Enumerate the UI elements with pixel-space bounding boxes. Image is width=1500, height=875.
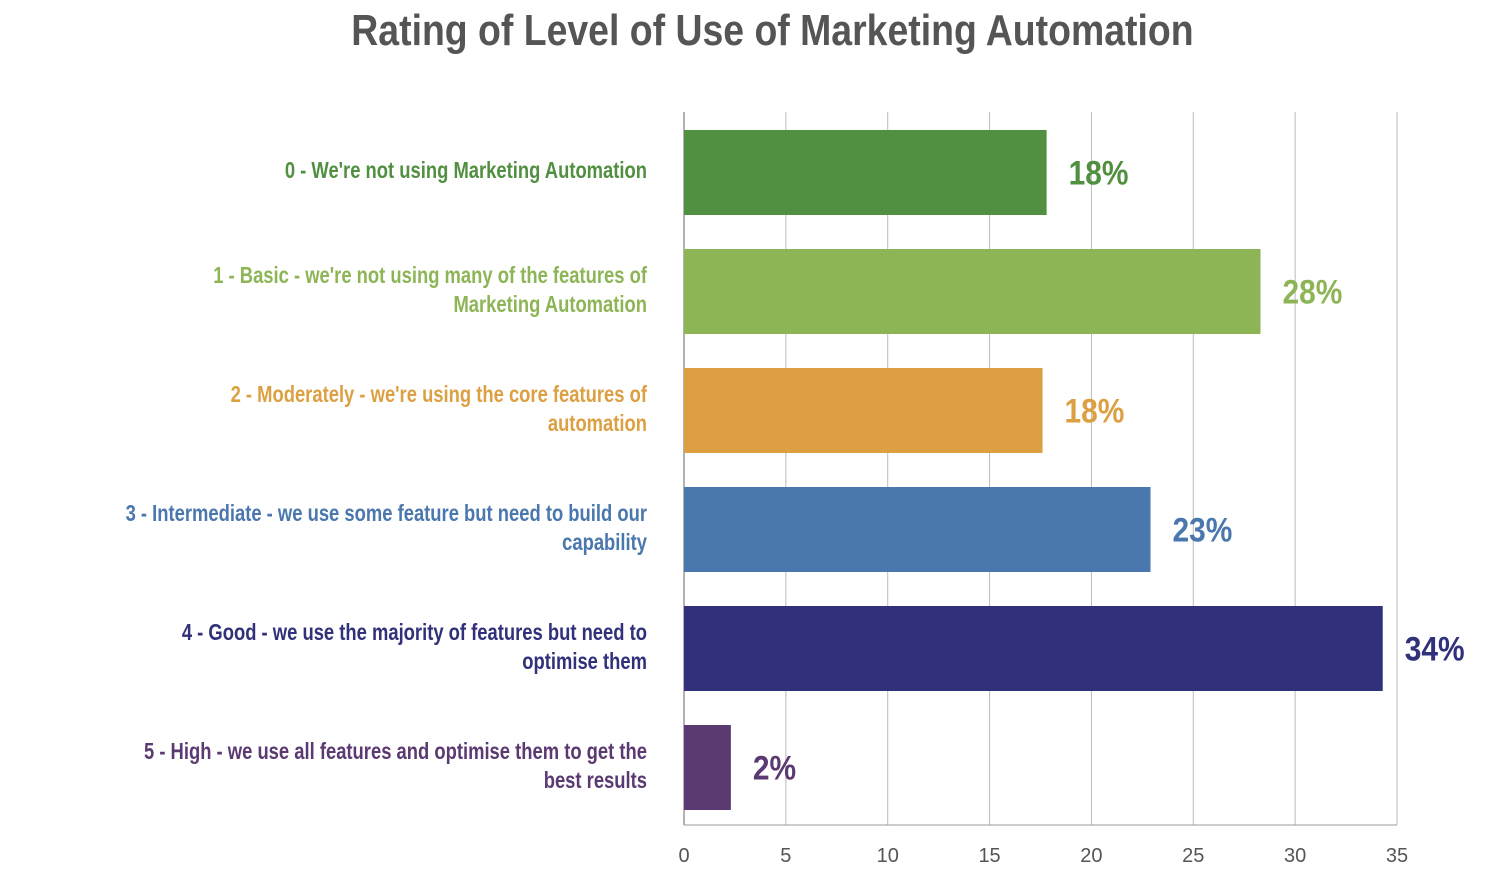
category-label: 0 - We're not using Marketing Automation [7,156,647,185]
data-label: 18% [1065,392,1125,430]
category-label-line: 5 - High - we use all features and optim… [143,737,647,764]
data-label: 34% [1405,630,1465,668]
category-label-line: 2 - Moderately - we're using the core fe… [230,380,647,407]
bar [684,368,1043,453]
category-label-line: 0 - We're not using Marketing Automation [284,157,647,183]
bar [684,725,731,810]
x-tick-label: 5 [780,845,791,867]
data-label: 23% [1173,511,1233,549]
bar [684,249,1261,334]
bar [684,487,1151,572]
category-label-line: Marketing Automation [453,290,647,317]
category-label: 5 - High - we use all features and optim… [7,737,647,795]
x-tick-label: 10 [877,845,899,867]
x-tick-label: 15 [978,845,1000,867]
category-label: 4 - Good - we use the majority of featur… [7,618,647,676]
category-label-line: 3 - Intermediate - we use some feature b… [125,499,647,526]
category-label: 3 - Intermediate - we use some feature b… [7,499,647,557]
category-label-line: best results [543,766,647,793]
x-tick-label: 25 [1182,845,1204,867]
category-label-line: 1 - Basic - we're not using many of the … [213,261,647,288]
x-tick-label: 20 [1080,845,1102,867]
category-label-line: optimise them [522,647,647,674]
bar [684,130,1047,215]
category-label-line: automation [547,409,647,436]
chart-title: Rating of Level of Use of Marketing Auto… [351,6,1194,55]
x-tick-label: 35 [1386,845,1408,867]
bar [684,606,1383,691]
x-tick-label: 0 [678,845,689,867]
data-label: 18% [1069,154,1129,192]
category-label: 1 - Basic - we're not using many of the … [7,261,647,319]
category-label-line: capability [562,528,647,555]
data-label: 28% [1283,273,1343,311]
data-label: 2% [753,749,796,787]
category-label-line: 4 - Good - we use the majority of featur… [181,618,647,645]
x-tick-label: 30 [1284,845,1306,867]
category-label: 2 - Moderately - we're using the core fe… [7,380,647,438]
